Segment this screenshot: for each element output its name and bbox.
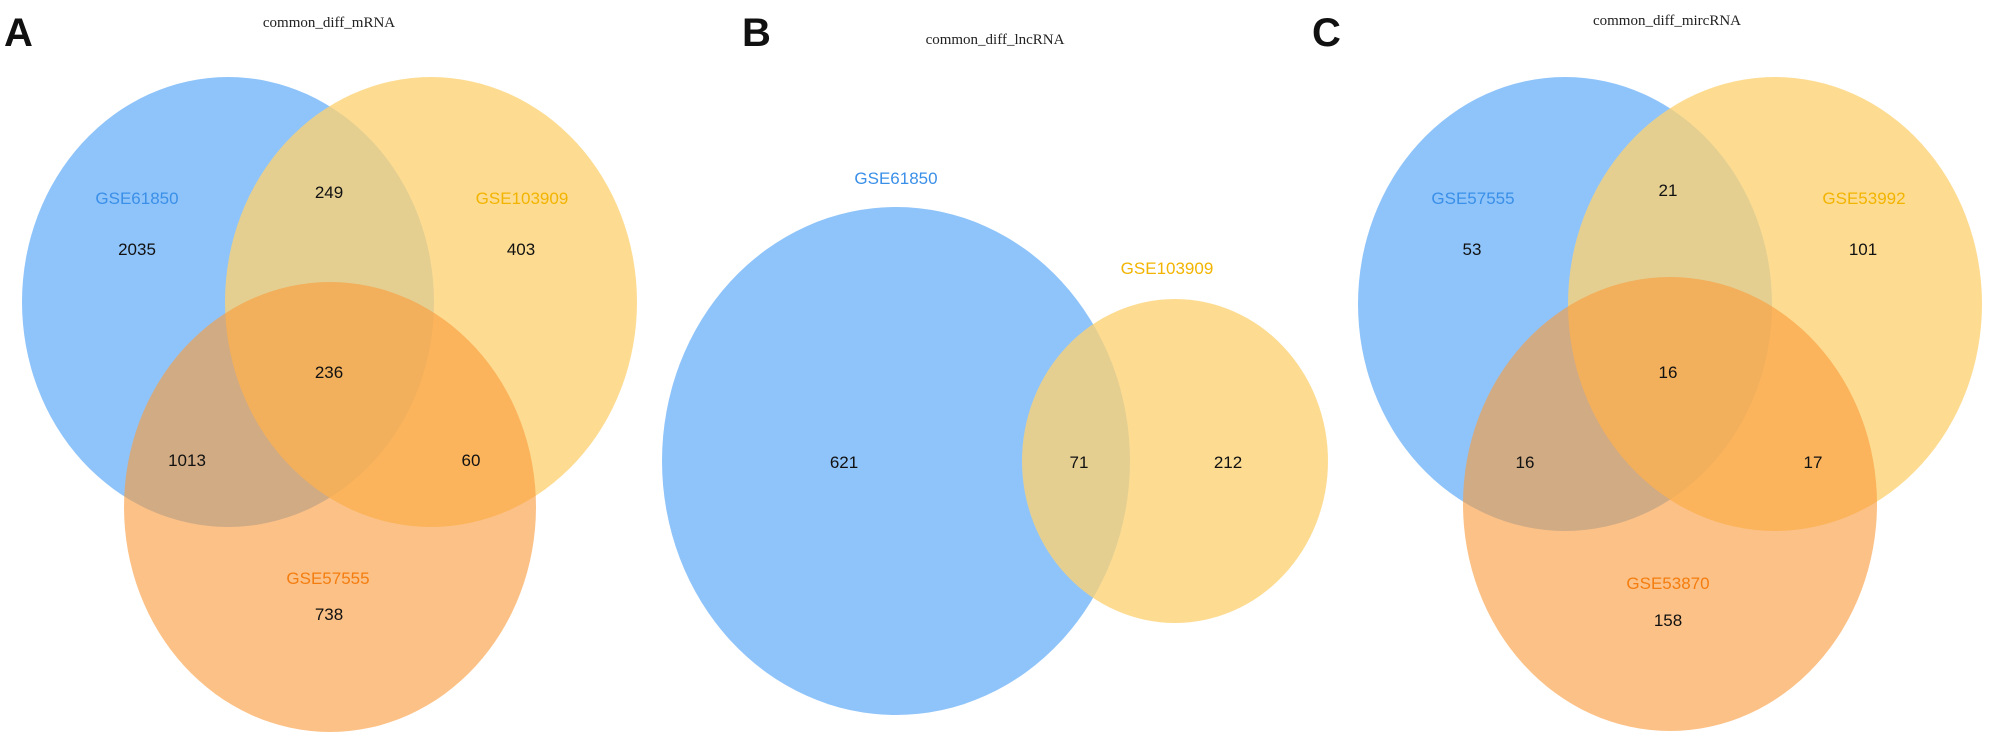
count-blue-only-c: 53 <box>1463 240 1482 259</box>
panel-letter-b: B <box>742 11 771 55</box>
panel-title-b: common_diff_lncRNA <box>926 32 1065 48</box>
set-label-blue-a: GSE61850 <box>95 189 178 208</box>
venn-circle-yellow-b <box>1022 299 1328 623</box>
count-blue-yellow-a: 249 <box>315 183 343 202</box>
count-blue-orange-c: 16 <box>1516 453 1535 472</box>
count-all-c: 16 <box>1659 363 1678 382</box>
count-all-a: 236 <box>315 363 343 382</box>
count-blue-only-a: 2035 <box>118 240 156 259</box>
set-label-orange-a: GSE57555 <box>286 569 369 588</box>
count-both-b: 71 <box>1070 453 1089 472</box>
venn-circle-orange-c <box>1463 277 1877 731</box>
panel-title-a: common_diff_mRNA <box>263 15 395 31</box>
panel-title-c: common_diff_mircRNA <box>1593 13 1741 29</box>
count-orange-only-a: 738 <box>315 605 343 624</box>
count-yellow-orange-a: 60 <box>462 451 481 470</box>
set-label-yellow-c: GSE53992 <box>1822 189 1905 208</box>
set-label-yellow-b: GSE103909 <box>1121 259 1214 278</box>
panel-a: A common_diff_mRNA GSE61850 GSE103909 GS… <box>4 11 637 732</box>
count-yellow-only-c: 101 <box>1849 240 1877 259</box>
panel-letter-a: A <box>4 11 33 55</box>
set-label-blue-b: GSE61850 <box>854 169 937 188</box>
venn-circle-blue-b <box>662 207 1130 715</box>
venn-circle-orange-a <box>124 282 536 732</box>
count-yellow-orange-c: 17 <box>1804 453 1823 472</box>
panel-b: B common_diff_lncRNA GSE61850 GSE103909 … <box>662 11 1328 715</box>
panel-letter-c: C <box>1312 11 1341 55</box>
count-yellow-only-b: 212 <box>1214 453 1242 472</box>
set-label-yellow-a: GSE103909 <box>476 189 569 208</box>
panel-c: C common_diff_mircRNA GSE57555 GSE53992 … <box>1312 11 1982 731</box>
count-blue-orange-a: 1013 <box>168 451 206 470</box>
set-label-orange-c: GSE53870 <box>1626 574 1709 593</box>
count-orange-only-c: 158 <box>1654 611 1682 630</box>
count-blue-yellow-c: 21 <box>1659 181 1678 200</box>
set-label-blue-c: GSE57555 <box>1431 189 1514 208</box>
count-yellow-only-a: 403 <box>507 240 535 259</box>
count-blue-only-b: 621 <box>830 453 858 472</box>
